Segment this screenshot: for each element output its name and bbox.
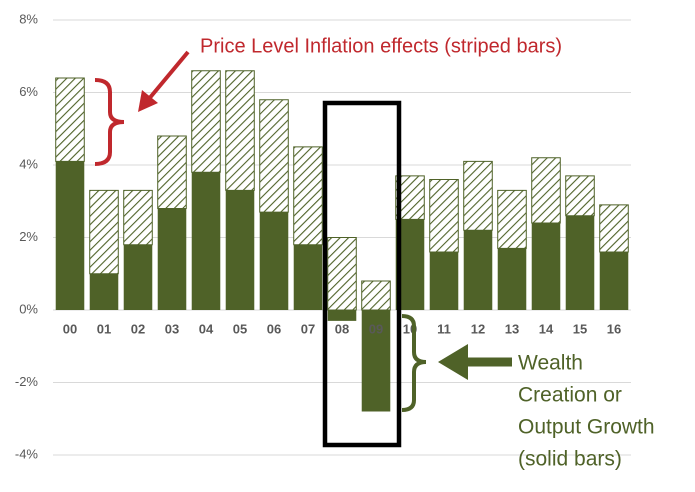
- solid-bar: [429, 252, 459, 310]
- inflation-annotation: Price Level Inflation effects (striped b…: [200, 35, 562, 57]
- bars: [55, 70, 629, 412]
- y-tick-label: 2%: [19, 229, 38, 244]
- x-tick-label: 12: [471, 321, 485, 336]
- striped-bar: [565, 175, 595, 217]
- striped-bar: [293, 146, 323, 246]
- solid-bar: [89, 273, 119, 310]
- growth-annotation-line: Creation or: [518, 384, 622, 407]
- y-tick-label: 0%: [19, 301, 38, 316]
- y-tick-label: 6%: [19, 84, 38, 99]
- growth-annotation-line: (solid bars): [518, 448, 622, 471]
- solid-bar: [531, 223, 561, 310]
- striped-bar: [89, 189, 119, 275]
- x-tick-label: 05: [233, 321, 247, 336]
- solid-bar: [55, 161, 85, 310]
- striped-bar: [327, 237, 357, 311]
- y-tick-label: -4%: [15, 446, 39, 461]
- x-tick-label: 02: [131, 321, 145, 336]
- solid-bar: [327, 310, 357, 321]
- x-tick-label: 00: [63, 321, 77, 336]
- solid-bar: [123, 244, 153, 310]
- x-tick-label: 14: [539, 321, 554, 336]
- growth-arrowhead: [438, 344, 468, 380]
- striped-bar: [123, 189, 153, 246]
- solid-bar: [293, 244, 323, 310]
- highlight-box: [322, 100, 402, 448]
- striped-bar: [599, 204, 629, 253]
- striped-bar: [191, 70, 221, 173]
- x-tick-label: 06: [267, 321, 281, 336]
- growth-annotation: Wealth Creation or Output Growth (solid bar…: [518, 352, 655, 471]
- y-tick-label: -2%: [15, 374, 39, 389]
- solid-bar: [463, 230, 493, 310]
- growth-brace: [401, 314, 427, 412]
- inflation-arrowhead: [138, 90, 158, 112]
- striped-bar: [259, 99, 289, 213]
- solid-bar: [191, 172, 221, 310]
- striped-bar: [55, 77, 85, 162]
- x-tick-label: 16: [607, 321, 621, 336]
- solid-bar: [259, 212, 289, 310]
- solid-bar: [497, 248, 527, 310]
- solid-bar: [157, 208, 187, 310]
- x-tick-label: 03: [165, 321, 179, 336]
- growth-annotation-line: Wealth: [518, 352, 583, 375]
- labels: -4%-2%0%2%4%6%8%00 01 02 03 04 05 06 07 08 09 10 11…: [15, 11, 621, 461]
- striped-bar: [157, 135, 187, 209]
- solid-bar: [361, 310, 391, 412]
- x-tick-label: 08: [335, 321, 349, 336]
- striped-bar: [497, 189, 527, 249]
- striped-bar: [429, 179, 459, 253]
- y-tick-label: 4%: [19, 156, 38, 171]
- x-tick-label: 01: [97, 321, 111, 336]
- y-tick-label: 8%: [19, 11, 38, 26]
- solid-bar: [225, 190, 255, 310]
- inflation-arrow: [146, 50, 190, 102]
- inflation-brace: [94, 78, 125, 166]
- growth-annotation-line: Output Growth: [518, 416, 655, 439]
- x-tick-label: 07: [301, 321, 315, 336]
- x-tick-label: 11: [437, 321, 451, 336]
- solid-bar: [599, 252, 629, 310]
- striped-bar: [531, 157, 561, 224]
- solid-bar: [565, 215, 595, 310]
- x-tick-label: 04: [199, 321, 214, 336]
- striped-bar: [361, 280, 391, 311]
- x-tick-label: 13: [505, 321, 519, 336]
- striped-bar: [225, 70, 255, 191]
- x-tick-label: 09: [369, 321, 383, 336]
- x-tick-label: 15: [573, 321, 587, 336]
- striped-bar: [463, 160, 493, 231]
